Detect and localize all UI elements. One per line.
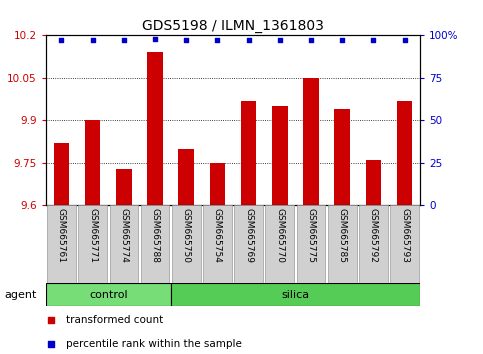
Text: agent: agent bbox=[4, 290, 37, 300]
Point bbox=[48, 317, 56, 323]
Bar bbox=[85, 120, 100, 205]
Bar bbox=[241, 101, 256, 205]
Text: transformed count: transformed count bbox=[67, 315, 164, 325]
Text: percentile rank within the sample: percentile rank within the sample bbox=[67, 339, 242, 349]
Point bbox=[307, 38, 315, 43]
Bar bbox=[116, 169, 132, 205]
Bar bbox=[141, 205, 170, 283]
Bar bbox=[397, 101, 412, 205]
Text: GSM665775: GSM665775 bbox=[307, 208, 315, 263]
Point bbox=[369, 38, 377, 43]
Point bbox=[213, 38, 221, 43]
Text: GSM665770: GSM665770 bbox=[275, 208, 284, 263]
Bar bbox=[334, 109, 350, 205]
Bar bbox=[78, 205, 107, 283]
Point bbox=[151, 36, 159, 42]
Bar bbox=[328, 205, 356, 283]
Bar bbox=[178, 149, 194, 205]
Title: GDS5198 / ILMN_1361803: GDS5198 / ILMN_1361803 bbox=[142, 19, 324, 33]
Bar bbox=[297, 205, 326, 283]
Bar bbox=[272, 106, 288, 205]
Text: GSM665750: GSM665750 bbox=[182, 208, 191, 263]
Point bbox=[401, 38, 409, 43]
Bar bbox=[47, 205, 76, 283]
Text: GSM665769: GSM665769 bbox=[244, 208, 253, 263]
Bar bbox=[390, 205, 419, 283]
Bar bbox=[359, 205, 388, 283]
Bar bbox=[110, 205, 138, 283]
Bar bbox=[266, 205, 294, 283]
Text: GSM665793: GSM665793 bbox=[400, 208, 409, 263]
Bar bbox=[46, 283, 170, 306]
Point bbox=[245, 38, 253, 43]
Point bbox=[89, 38, 97, 43]
Point bbox=[339, 38, 346, 43]
Text: control: control bbox=[89, 290, 128, 300]
Bar bbox=[170, 283, 420, 306]
Point bbox=[120, 38, 128, 43]
Point bbox=[57, 38, 65, 43]
Point bbox=[48, 341, 56, 347]
Bar bbox=[303, 78, 319, 205]
Text: GSM665761: GSM665761 bbox=[57, 208, 66, 263]
Text: silica: silica bbox=[282, 290, 310, 300]
Text: GSM665754: GSM665754 bbox=[213, 208, 222, 263]
Bar bbox=[54, 143, 69, 205]
Bar bbox=[172, 205, 200, 283]
Bar bbox=[234, 205, 263, 283]
Text: GSM665785: GSM665785 bbox=[338, 208, 347, 263]
Bar bbox=[203, 205, 232, 283]
Text: GSM665788: GSM665788 bbox=[151, 208, 159, 263]
Bar bbox=[147, 52, 163, 205]
Text: GSM665771: GSM665771 bbox=[88, 208, 97, 263]
Bar bbox=[366, 160, 381, 205]
Point bbox=[276, 38, 284, 43]
Text: GSM665774: GSM665774 bbox=[119, 208, 128, 263]
Bar bbox=[210, 163, 225, 205]
Point bbox=[183, 38, 190, 43]
Text: GSM665792: GSM665792 bbox=[369, 208, 378, 263]
